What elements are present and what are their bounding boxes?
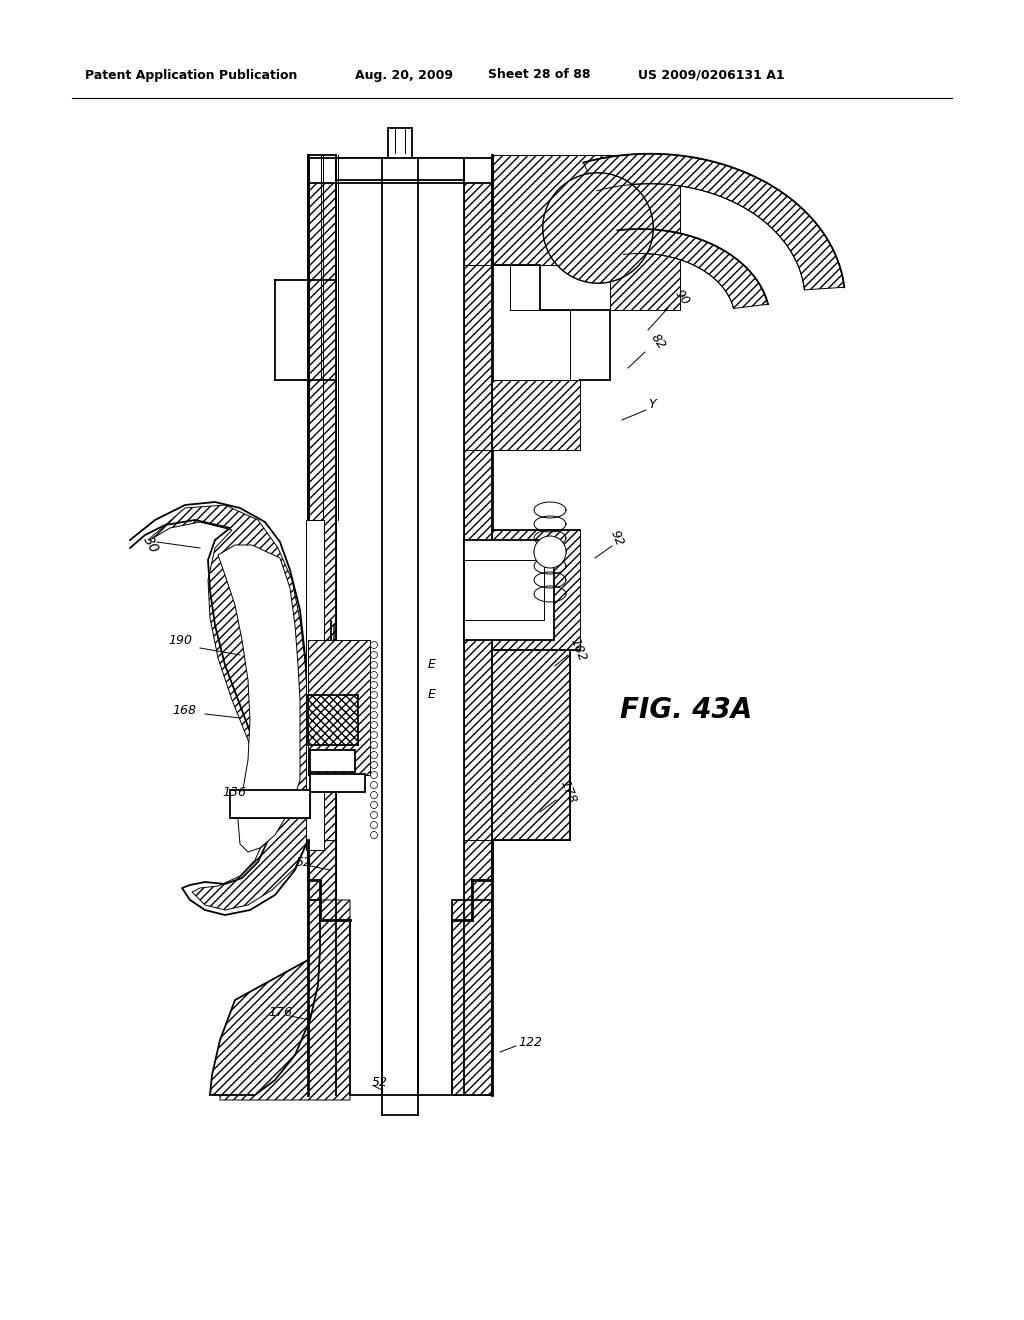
Circle shape	[371, 661, 378, 668]
Text: 30: 30	[140, 533, 161, 556]
Circle shape	[371, 812, 378, 818]
Polygon shape	[452, 900, 492, 1096]
Polygon shape	[492, 649, 570, 840]
Bar	[308, 696, 358, 744]
Polygon shape	[148, 506, 308, 909]
Bar	[230, 789, 310, 818]
Circle shape	[371, 771, 378, 779]
Circle shape	[543, 173, 653, 282]
Polygon shape	[452, 900, 492, 1096]
Polygon shape	[617, 228, 768, 309]
Polygon shape	[492, 531, 580, 649]
Circle shape	[371, 751, 378, 759]
Text: 176: 176	[268, 1006, 292, 1019]
Bar	[306, 520, 324, 850]
Text: 52: 52	[372, 1076, 388, 1089]
Text: Patent Application Publication: Patent Application Publication	[85, 69, 297, 82]
Polygon shape	[452, 900, 492, 920]
Circle shape	[371, 692, 378, 698]
Polygon shape	[230, 789, 310, 818]
Polygon shape	[464, 840, 492, 1040]
Text: 122: 122	[518, 1035, 542, 1048]
Bar	[308, 158, 492, 183]
Bar	[310, 750, 355, 772]
Circle shape	[534, 536, 566, 568]
Text: Aug. 20, 2009: Aug. 20, 2009	[355, 69, 453, 82]
Circle shape	[371, 731, 378, 738]
Text: 90: 90	[672, 288, 692, 309]
Text: Sheet 28 of 88: Sheet 28 of 88	[488, 69, 591, 82]
Polygon shape	[220, 900, 350, 1100]
Text: Y: Y	[648, 399, 655, 412]
Circle shape	[371, 672, 378, 678]
Circle shape	[371, 832, 378, 838]
Polygon shape	[308, 158, 336, 1096]
Circle shape	[371, 681, 378, 689]
Text: 190: 190	[168, 634, 193, 647]
Polygon shape	[492, 154, 680, 310]
Circle shape	[371, 821, 378, 829]
Polygon shape	[218, 545, 300, 851]
Polygon shape	[464, 158, 492, 1096]
Circle shape	[371, 781, 378, 788]
Bar	[388, 128, 412, 160]
Circle shape	[371, 642, 378, 648]
Text: 178: 178	[558, 779, 579, 805]
Text: 168: 168	[172, 704, 196, 717]
Text: 182: 182	[568, 636, 589, 664]
Polygon shape	[584, 153, 844, 290]
Circle shape	[371, 742, 378, 748]
Polygon shape	[210, 900, 319, 1096]
Polygon shape	[543, 173, 653, 282]
Bar	[464, 540, 554, 640]
Text: 52: 52	[296, 855, 312, 869]
Polygon shape	[308, 840, 336, 1040]
Text: FIG. 43A: FIG. 43A	[620, 696, 753, 723]
Bar	[464, 560, 544, 620]
Bar	[310, 774, 365, 792]
Circle shape	[371, 762, 378, 768]
Circle shape	[371, 722, 378, 729]
Polygon shape	[492, 380, 580, 450]
Text: US 2009/0206131 A1: US 2009/0206131 A1	[638, 69, 784, 82]
Text: 92: 92	[608, 528, 626, 548]
Text: E: E	[428, 659, 436, 672]
Circle shape	[371, 652, 378, 659]
Polygon shape	[308, 900, 319, 920]
Text: 82: 82	[648, 331, 668, 352]
Text: 136: 136	[222, 785, 246, 799]
Circle shape	[371, 701, 378, 709]
Circle shape	[371, 711, 378, 718]
Polygon shape	[308, 640, 370, 775]
Text: E: E	[428, 689, 436, 701]
Bar	[336, 158, 464, 180]
Circle shape	[371, 801, 378, 808]
Circle shape	[371, 792, 378, 799]
